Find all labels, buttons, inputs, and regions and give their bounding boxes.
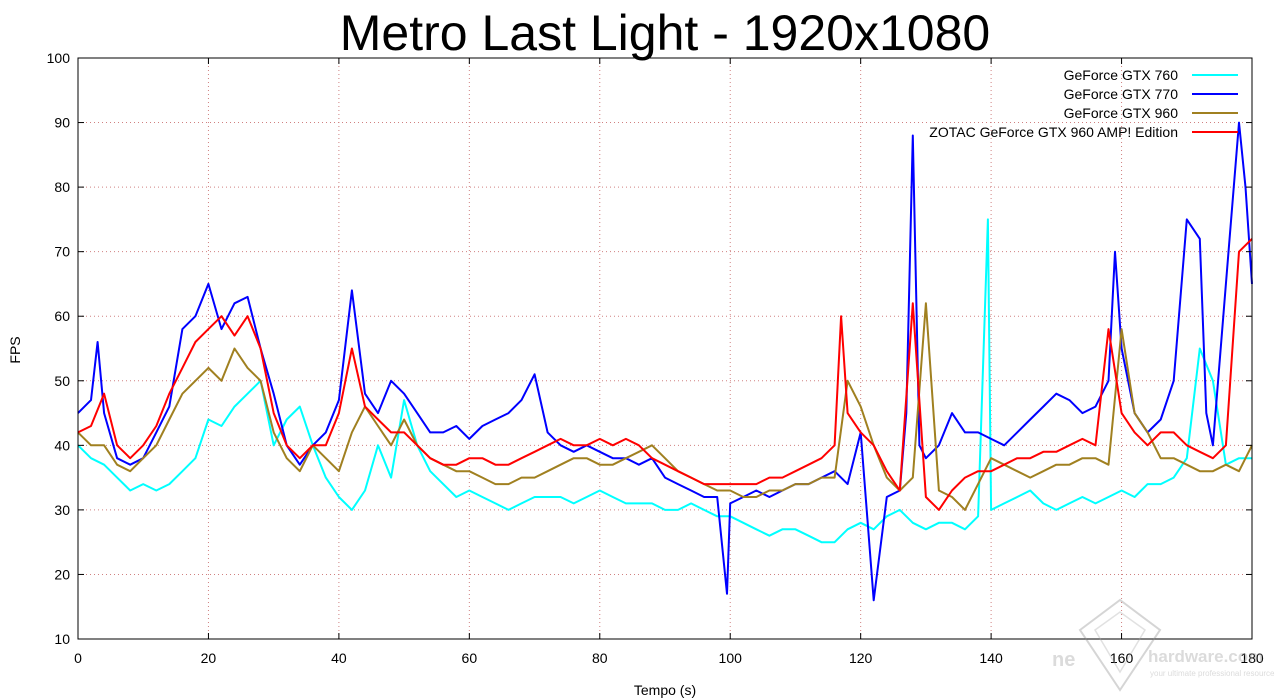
- legend: GeForce GTX 760 GeForce GTX 770 GeForce GT…: [929, 67, 1238, 140]
- chart-title: Metro Last Light - 1920x1080: [340, 5, 990, 61]
- x-tick-label: 60: [462, 650, 478, 666]
- legend-label: GeForce GTX 760: [1064, 67, 1179, 83]
- legend-label: ZOTAC GeForce GTX 960 AMP! Edition: [929, 124, 1178, 140]
- x-tick-label: 0: [74, 650, 82, 666]
- series-line-4: [77, 238, 1253, 511]
- y-tick-label: 40: [54, 437, 70, 453]
- x-tick-label: 160: [1110, 650, 1134, 666]
- y-tick-label: 60: [54, 308, 70, 324]
- watermark-tagline: your ultimate professional resource: [1150, 669, 1275, 678]
- y-tick-label: 10: [54, 631, 70, 647]
- x-tick-label: 140: [979, 650, 1003, 666]
- y-axis-label: FPS: [7, 336, 23, 363]
- x-tick-label: 40: [331, 650, 347, 666]
- y-tick-label: 50: [54, 373, 70, 389]
- plot-frame: [77, 57, 1253, 640]
- y-tick-label: 70: [54, 244, 70, 260]
- y-tick-label: 90: [54, 115, 70, 131]
- series-line-1: [77, 218, 1252, 544]
- watermark-logo-icon: [1078, 598, 1162, 692]
- watermark: ne hardware.com your ultimate profession…: [1052, 598, 1275, 692]
- legend-label: GeForce GTX 770: [1064, 86, 1179, 102]
- y-tick-label: 100: [47, 50, 71, 66]
- y-tick-label: 30: [54, 502, 70, 518]
- legend-label: GeForce GTX 960: [1064, 105, 1179, 121]
- y-tick-label: 20: [54, 566, 70, 582]
- x-tick-label: 100: [719, 650, 743, 666]
- watermark-brand: hardware.com: [1148, 647, 1263, 666]
- watermark-prefix: ne: [1052, 649, 1075, 671]
- series-lines: [77, 121, 1253, 602]
- grid: [78, 58, 1252, 639]
- x-tick-label: 180: [1240, 650, 1264, 666]
- x-tick-label: 120: [849, 650, 873, 666]
- series-line-2: [77, 121, 1253, 602]
- x-tick-label: 20: [201, 650, 217, 666]
- x-tick-label: 80: [592, 650, 608, 666]
- series-line-3: [77, 302, 1253, 511]
- y-tick-label: 80: [54, 179, 70, 195]
- x-axis-label: Tempo (s): [634, 682, 696, 698]
- axis-ticks: 0 20 40 60 80 100 120 140 160 180 10 20 30 40 50 60 70 80…: [47, 50, 1264, 666]
